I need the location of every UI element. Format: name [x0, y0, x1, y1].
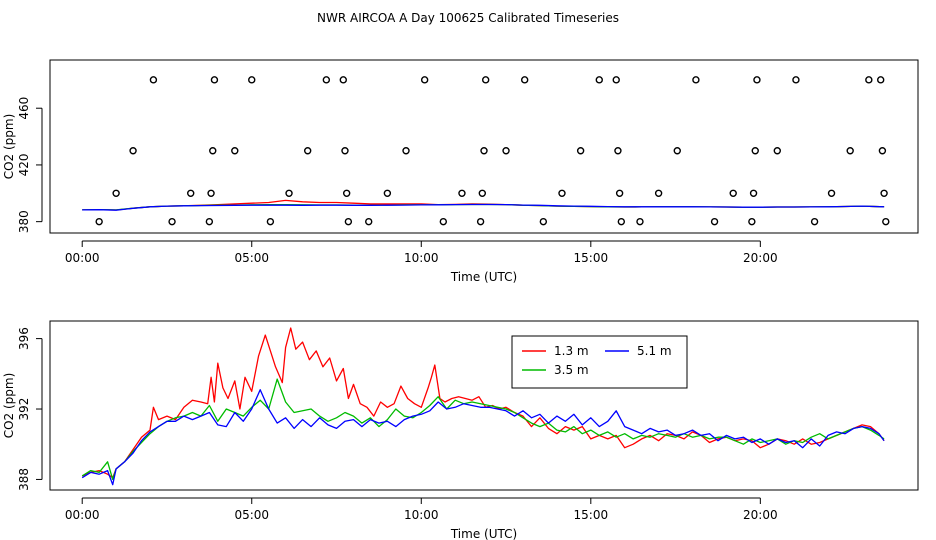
y-tick-label: 460	[17, 97, 31, 120]
y-tick-label: 388	[17, 468, 31, 491]
data-point	[205, 217, 214, 226]
data-point	[710, 217, 719, 226]
data-point	[129, 147, 137, 155]
x-tick-label: 10:00	[404, 508, 439, 522]
legend-label: 1.3 m	[554, 344, 589, 358]
data-point	[539, 217, 548, 226]
y-axis-label: CO2 (ppm)	[2, 373, 16, 439]
x-axis-label: Time (UTC)	[450, 527, 517, 540]
data-point	[810, 217, 819, 226]
data-point	[112, 189, 120, 197]
figure-title: NWR AIRCOA A Day 100625 Calibrated Times…	[317, 11, 619, 25]
data-point	[303, 147, 312, 155]
data-point	[95, 217, 103, 226]
x-tick-label: 15:00	[574, 508, 609, 522]
plot-frame	[49, 59, 919, 234]
data-point	[877, 76, 885, 84]
x-tick-label: 10:00	[404, 251, 439, 265]
data-point	[595, 76, 603, 84]
y-axis: 388 392 396 CO2 (ppm)	[2, 327, 43, 491]
plot-frame	[49, 320, 919, 491]
top-panel: 00:00 05:00 10:00 15:00 20:00 Time (UTC) 380 42…	[2, 59, 919, 284]
y-tick-label: 392	[17, 398, 31, 421]
legend-label: 3.5 m	[554, 363, 589, 377]
data-point	[792, 76, 800, 84]
data-point	[266, 217, 275, 226]
data-point	[210, 76, 219, 84]
data-point	[285, 189, 293, 197]
series-line-5-1-m	[82, 203, 885, 211]
data-point	[322, 76, 331, 84]
x-tick-label: 05:00	[234, 508, 269, 522]
data-point	[558, 189, 566, 197]
data-point	[365, 217, 373, 226]
data-point	[207, 189, 215, 197]
data-point	[827, 189, 836, 197]
series-line-1-3-m	[81, 327, 885, 479]
data-point	[615, 189, 624, 197]
data-point	[149, 76, 158, 84]
x-tick-label: 20:00	[743, 508, 778, 522]
y-tick-label: 396	[17, 327, 31, 350]
data-point	[342, 189, 351, 197]
y-tick-label: 420	[17, 153, 31, 176]
data-point	[248, 76, 256, 84]
x-axis: 00:00 05:00 10:00 15:00 20:00 Time (UTC)	[65, 240, 778, 284]
x-axis-label: Time (UTC)	[450, 270, 517, 284]
x-tick-label: 05:00	[234, 251, 269, 265]
legend-label: 5.1 m	[637, 344, 672, 358]
data-point	[865, 76, 873, 84]
data-point	[612, 76, 620, 84]
series-line-3-5-m	[81, 378, 885, 481]
bottom-panel: 00:00 05:00 10:00 15:00 20:00 Time (UTC) 388 39…	[2, 320, 919, 540]
data-point	[729, 189, 737, 197]
data-point	[751, 147, 759, 155]
legend: 1.3 m 5.1 m 3.5 m	[511, 335, 688, 389]
x-tick-label: 00:00	[65, 251, 100, 265]
data-point	[846, 147, 854, 155]
data-point	[773, 147, 781, 155]
data-point	[654, 189, 663, 197]
data-point	[209, 147, 217, 155]
data-point	[476, 217, 485, 226]
data-point	[341, 147, 349, 155]
x-tick-label: 00:00	[65, 508, 100, 522]
data-point	[481, 76, 490, 84]
y-axis-label: CO2 (ppm)	[2, 114, 16, 180]
data-point	[502, 147, 510, 155]
data-point	[748, 217, 756, 226]
data-point	[878, 147, 887, 155]
legend-box	[511, 335, 688, 389]
series-line-5-1-m	[81, 389, 885, 486]
data-point	[614, 147, 622, 155]
data-point	[187, 189, 195, 197]
data-point	[480, 147, 488, 155]
data-point	[749, 189, 758, 197]
data-point	[383, 189, 392, 197]
x-tick-label: 20:00	[743, 251, 778, 265]
data-point	[231, 147, 239, 155]
data-point	[880, 189, 888, 197]
y-tick-label: 380	[17, 210, 31, 233]
data-point	[439, 217, 448, 226]
data-point	[478, 189, 487, 197]
data-point	[692, 76, 700, 84]
data-point	[617, 217, 626, 226]
data-point	[420, 76, 429, 84]
data-point	[402, 147, 410, 155]
data-point	[168, 217, 176, 226]
data-point	[673, 147, 681, 155]
data-point	[636, 217, 644, 226]
data-point	[520, 76, 529, 84]
data-point	[458, 189, 466, 197]
x-tick-label: 15:00	[574, 251, 609, 265]
x-axis: 00:00 05:00 10:00 15:00 20:00 Time (UTC)	[65, 497, 778, 540]
data-point	[344, 217, 353, 226]
data-point	[753, 76, 761, 84]
data-point	[576, 147, 585, 155]
data-point	[882, 217, 890, 226]
data-point	[339, 76, 347, 84]
